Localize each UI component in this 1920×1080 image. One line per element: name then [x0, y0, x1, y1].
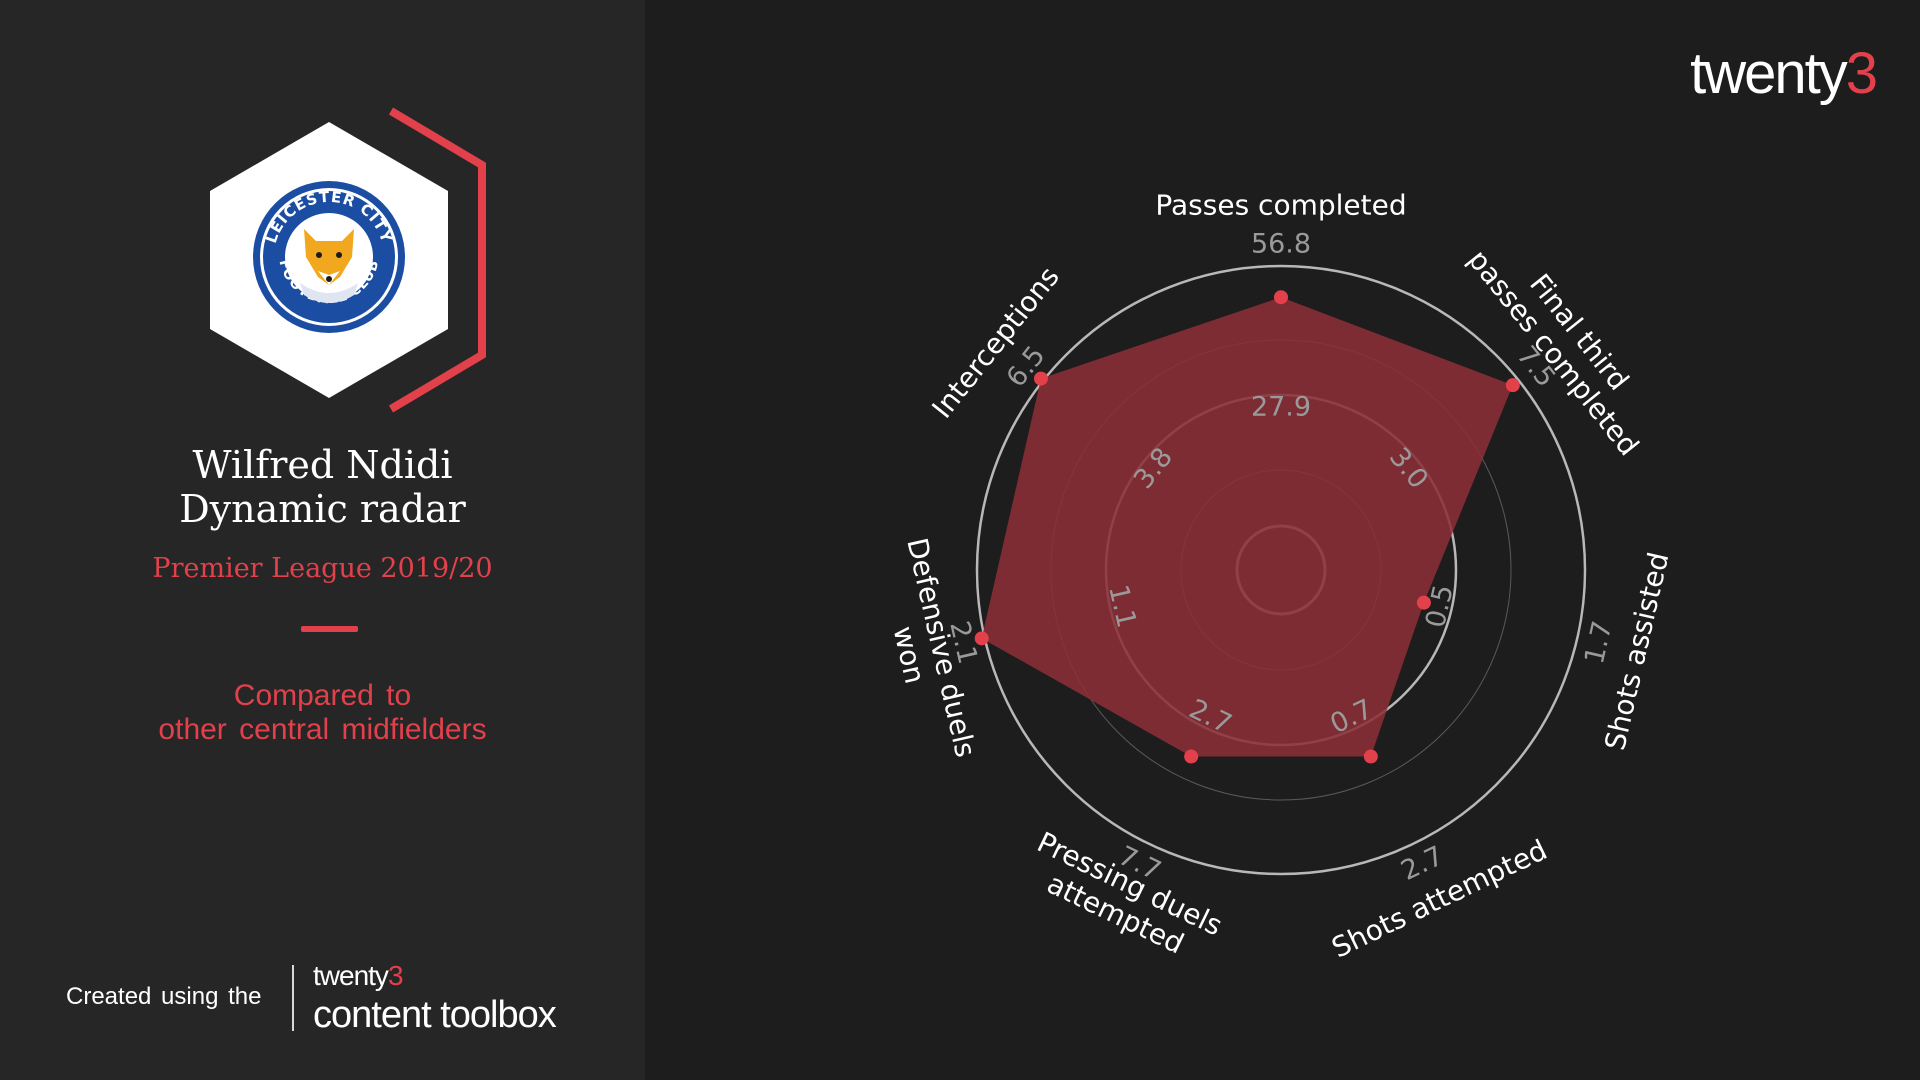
- footer-brand: twenty3: [313, 960, 403, 991]
- twenty3-logo: twenty3: [1690, 41, 1878, 106]
- axis-label: Passes completed: [1155, 189, 1406, 222]
- comparison-label: Compared to: [233, 679, 412, 712]
- tick-label: 1.7: [1579, 618, 1619, 667]
- data-point: [1274, 290, 1288, 305]
- club-badge: LEICESTER CITY FOOTBALL CLUB: [200, 105, 500, 415]
- data-point: [974, 631, 989, 646]
- league-label: Premier League 2019/20: [152, 553, 493, 584]
- sidebar-panel: LEICESTER CITY FOOTBALL CLUB Wilfred Ndi…: [0, 0, 645, 1080]
- divider: [301, 626, 358, 632]
- footer-product: content toolbox: [313, 994, 557, 1036]
- data-point: [1505, 378, 1520, 393]
- grid-ring-5: [975, 264, 1587, 876]
- data-point: [1033, 371, 1048, 386]
- data-point: [1363, 749, 1378, 764]
- player-name: Wilfred Ndidi: [192, 443, 453, 487]
- radar-area: [981, 297, 1513, 757]
- footer-created-text: Created using the: [66, 983, 262, 1010]
- data-point: [1416, 595, 1431, 610]
- data-point: [1184, 749, 1199, 764]
- footer-separator: [292, 965, 294, 1031]
- tick-label: 27.9: [1251, 392, 1311, 423]
- fox-icon: [304, 229, 354, 285]
- tick-label: 56.8: [1251, 229, 1311, 260]
- comparison-group: other central midfielders: [158, 713, 487, 746]
- chart-title: Dynamic radar: [179, 487, 466, 531]
